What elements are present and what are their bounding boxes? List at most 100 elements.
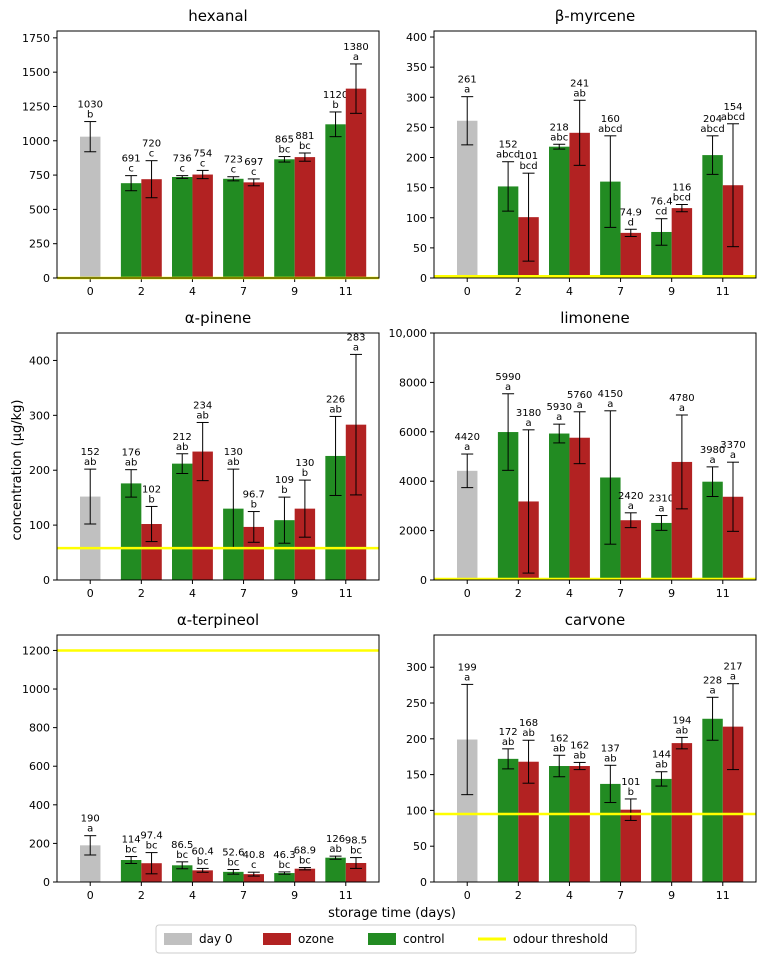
legend-label-ozone: ozone: [298, 932, 334, 946]
bar-ozone: [722, 496, 744, 580]
value-label-ozone: 217: [723, 662, 742, 673]
x-axis-label: storage time (days): [328, 906, 456, 921]
letter-label-ozone: c: [251, 167, 257, 178]
bar-ozone: [192, 174, 213, 278]
letter-label-ozone: a: [525, 418, 531, 429]
bar-ozone: [294, 868, 316, 882]
value-label-ozone: 68.9: [294, 846, 316, 857]
x-tick-label: 0: [87, 889, 94, 902]
y-tick-label: 4000: [399, 475, 427, 488]
legend-entry-control: control: [368, 932, 445, 946]
bar-ozone: [620, 520, 641, 580]
y-tick-label: 100: [406, 212, 427, 225]
letter-label-day0: ab: [84, 457, 96, 468]
letter-label-ozone: bc: [350, 846, 362, 857]
letter-label-ozone: bc: [299, 141, 311, 152]
bar-control: [651, 231, 672, 278]
chart-title: carvone: [565, 611, 625, 629]
value-label-control: 3980: [700, 445, 725, 456]
y-tick-label: 300: [406, 661, 427, 674]
value-label-ozone: 234: [193, 400, 212, 411]
x-tick-label: 2: [515, 889, 522, 902]
bar-control: [325, 124, 346, 278]
bar-control: [702, 481, 723, 580]
bar-control: [274, 873, 295, 882]
value-label-ozone: 74.9: [620, 207, 642, 218]
value-label-control: 736: [173, 154, 192, 165]
bar-ozone: [569, 437, 590, 580]
x-tick-label: 0: [464, 587, 471, 600]
x-tick-label: 0: [464, 285, 471, 298]
y-tick-label: 400: [29, 354, 50, 367]
y-tick-label: 200: [29, 464, 50, 477]
plot-frame: [433, 634, 757, 883]
y-tick-label: 100: [29, 519, 50, 532]
bar-control: [549, 766, 570, 882]
x-tick-label: 11: [716, 889, 730, 902]
value-label-ozone: 5760: [567, 390, 592, 401]
letter-label-ozone: bc: [299, 856, 311, 867]
y-tick-label: 200: [29, 837, 50, 850]
value-label-control: 2310: [649, 494, 674, 505]
y-axis-label: concentration (μg/kg): [10, 400, 25, 541]
y-tick-label: 250: [406, 697, 427, 710]
y-tick-label: 0: [43, 272, 50, 285]
bar-ozone: [141, 524, 162, 580]
letter-label-control: ab: [329, 404, 341, 415]
y-tick-label: 400: [29, 799, 50, 812]
bar-control: [651, 522, 672, 580]
value-label-ozone: 194: [672, 715, 691, 726]
y-tick-label: 500: [29, 203, 50, 216]
value-label-ozone: 697: [244, 157, 263, 168]
letter-label-ozone: c: [149, 149, 155, 160]
value-label-day0: 4420: [454, 432, 479, 443]
bar-ozone: [294, 508, 316, 580]
plot-frame: [56, 634, 380, 883]
y-tick-label: 350: [406, 61, 427, 74]
letter-label-control: abc: [550, 132, 568, 143]
x-tick-label: 2: [138, 889, 145, 902]
x-tick-label: 9: [291, 889, 298, 902]
value-label-ozone: 97.4: [140, 831, 162, 842]
y-tick-label: 150: [406, 769, 427, 782]
bar-control: [702, 155, 723, 278]
letter-label-ozone: bcd: [519, 161, 537, 172]
y-tick-label: 100: [406, 804, 427, 817]
chart-panel-1: β-myrcene 0 50 100 150 200 250 300 350 400 0 2 4 7 9 11…: [406, 7, 757, 298]
plot-frame: [433, 30, 757, 279]
legend-label-threshold: odour threshold: [513, 932, 608, 946]
legend-swatch-control: [368, 933, 396, 945]
x-tick-label: 9: [291, 285, 298, 298]
x-tick-label: 7: [240, 285, 247, 298]
legend-swatch-ozone: [263, 933, 291, 945]
value-label-ozone: 162: [570, 740, 589, 751]
bar-control: [120, 483, 142, 580]
legend-swatch-day0: [164, 933, 192, 945]
bar-control: [497, 432, 519, 580]
letter-label-ozone: b: [148, 494, 154, 505]
value-label-control: 172: [499, 727, 518, 738]
x-tick-label: 4: [566, 889, 573, 902]
y-tick-label: 1750: [22, 32, 50, 45]
letter-label-ozone: c: [251, 860, 257, 871]
letter-label-day0: a: [87, 824, 93, 835]
legend-label-control: control: [403, 932, 445, 946]
x-tick-label: 9: [291, 587, 298, 600]
x-tick-label: 0: [87, 587, 94, 600]
bar-control: [120, 183, 142, 278]
chart-panel-3: limonene 0 2000 4000 6000 8000 10,000 0 2 4 7 9 11 44…: [389, 309, 757, 600]
letter-label-ozone: ab: [573, 88, 585, 99]
bar-control: [274, 159, 295, 278]
y-tick-label: 1500: [22, 66, 50, 79]
y-tick-label: 0: [43, 876, 50, 889]
value-label-control: 5930: [546, 402, 571, 413]
letter-label-control: ab: [553, 743, 565, 754]
bar-control: [223, 178, 244, 278]
letter-label-day0: a: [464, 85, 470, 96]
x-tick-label: 2: [515, 285, 522, 298]
bar-ozone: [345, 424, 367, 580]
y-tick-label: 400: [406, 31, 427, 44]
letter-label-control: bc: [125, 845, 137, 856]
bar-control: [549, 433, 570, 580]
